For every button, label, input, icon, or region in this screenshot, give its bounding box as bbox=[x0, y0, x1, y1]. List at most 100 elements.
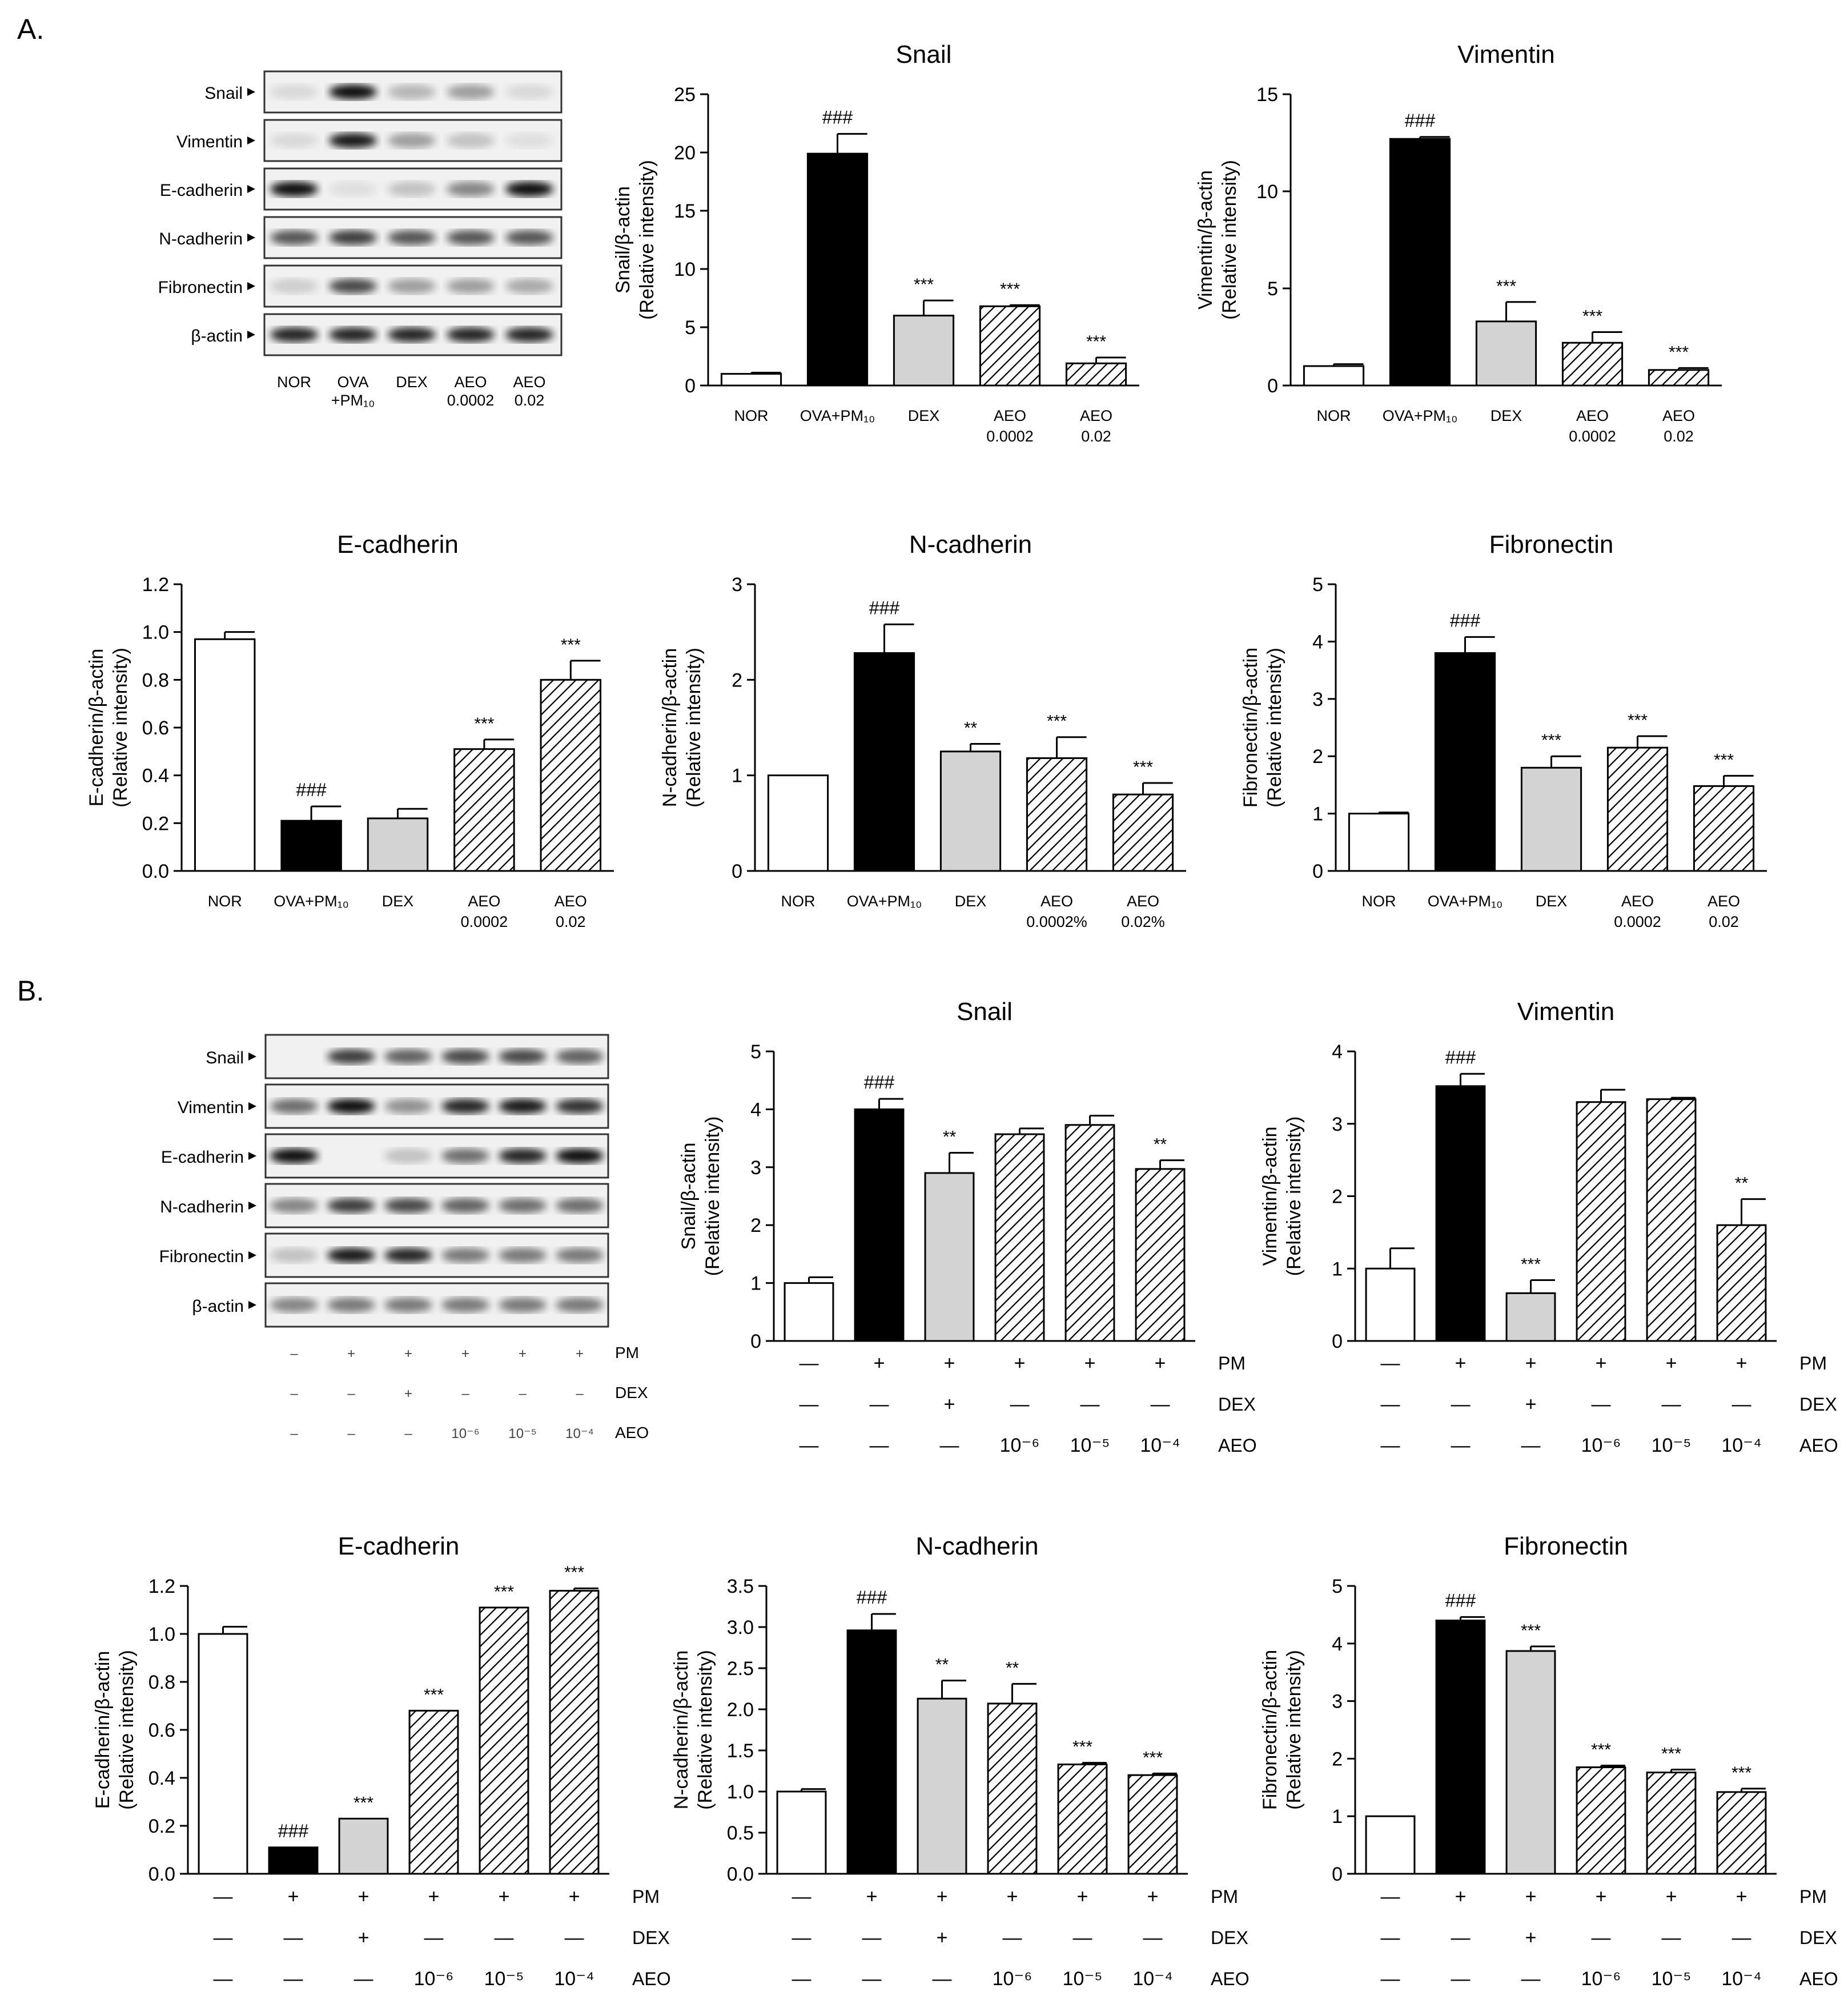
significance-label: *** bbox=[1072, 1738, 1092, 1757]
significance-label: ### bbox=[296, 780, 327, 800]
treatment-row-label: AEO bbox=[1799, 1969, 1838, 1989]
bar bbox=[1648, 369, 1710, 387]
significance-label: *** bbox=[561, 636, 581, 654]
treatment-mark: — bbox=[1732, 1927, 1751, 1949]
treatment-mark: 10⁻⁵ bbox=[484, 1968, 524, 1990]
bar bbox=[1135, 1168, 1186, 1342]
blot-band bbox=[447, 85, 495, 99]
bar bbox=[367, 817, 429, 872]
blot-band bbox=[505, 85, 553, 99]
treatment-mark: — bbox=[1080, 1393, 1100, 1415]
bar bbox=[917, 1697, 967, 1875]
treatment-mark: + bbox=[428, 1886, 440, 1907]
bar bbox=[540, 678, 602, 872]
y-axis-label-line: (Relative intensity) bbox=[116, 1650, 138, 1810]
blot-band bbox=[270, 1099, 318, 1114]
bar bbox=[194, 638, 256, 872]
y-axis-label-line: Fibronectin/β-actin bbox=[1240, 648, 1262, 808]
blot-band bbox=[329, 182, 377, 196]
blot-band bbox=[329, 279, 377, 294]
y-tick-label: 0.2 bbox=[148, 1816, 175, 1837]
treatment-mark: — bbox=[800, 1393, 819, 1415]
bar bbox=[924, 1172, 975, 1342]
x-tick-label: OVA+PM₁₀ bbox=[800, 407, 875, 424]
blot-row: Fibronectin bbox=[159, 1232, 609, 1278]
triangle-marker-icon bbox=[247, 88, 255, 96]
blot-lane-label: NOR bbox=[277, 374, 311, 391]
bar bbox=[1112, 793, 1174, 872]
treatment-row-label: AEO bbox=[1799, 1435, 1838, 1456]
chart-A-snail: Snail 0 5 10 15 20 25 Snail/β-actin (Relative in… bbox=[612, 41, 1139, 445]
y-tick-label: 1 bbox=[732, 765, 742, 787]
blot-treatment-mark: – bbox=[461, 1386, 469, 1401]
blot-strip bbox=[264, 1083, 609, 1129]
x-tick-label: DEX bbox=[908, 407, 940, 424]
bar bbox=[1505, 1650, 1556, 1875]
blot-band bbox=[384, 1298, 432, 1312]
treatment-mark: — bbox=[1592, 1393, 1611, 1415]
y-tick-label: 0 bbox=[750, 1331, 761, 1352]
treatment-mark: 10⁻⁵ bbox=[1652, 1968, 1692, 1990]
blot-band bbox=[499, 1248, 547, 1263]
treatment-mark: — bbox=[1381, 1968, 1400, 1990]
y-tick-label: 0 bbox=[1312, 861, 1323, 882]
treatment-row-label: AEO bbox=[1218, 1435, 1257, 1456]
treatment-mark: + bbox=[1455, 1352, 1467, 1374]
y-tick-label: 0.4 bbox=[148, 1768, 175, 1789]
blot-row: β-actin bbox=[192, 1282, 609, 1328]
treatment-mark: — bbox=[1662, 1393, 1681, 1415]
significance-label: *** bbox=[914, 275, 934, 294]
treatment-mark: 10⁻⁵ bbox=[1070, 1435, 1110, 1456]
y-axis-label: Vimentin/β-actin (Relative intensity) bbox=[1195, 160, 1240, 320]
blot-treatment-mark: 10⁻⁴ bbox=[565, 1426, 594, 1441]
blot-band bbox=[327, 1298, 375, 1312]
blot-band bbox=[505, 133, 553, 148]
bar bbox=[776, 1790, 827, 1875]
treatment-mark: 10⁻⁴ bbox=[1140, 1435, 1180, 1456]
blot-band bbox=[270, 1148, 318, 1163]
blot-band bbox=[327, 1099, 375, 1114]
treatment-row-label: PM bbox=[1218, 1353, 1246, 1374]
treatment-mark: 10⁻⁶ bbox=[414, 1968, 454, 1990]
chart-A-ecadherin: E-cadherin 0.0 0.2 0.4 0.6 0.8 1.0 1.2 E-cadheri… bbox=[86, 531, 614, 930]
y-tick-label: 4 bbox=[1332, 1633, 1343, 1655]
chart-title: E-cadherin bbox=[338, 1532, 460, 1560]
chart-A-vimentin: Vimentin 0 5 10 15 Vimentin/β-actin (Relative … bbox=[1195, 41, 1722, 445]
treatment-mark: — bbox=[214, 1968, 233, 1990]
bar bbox=[846, 1629, 897, 1875]
bar bbox=[1026, 757, 1088, 872]
triangle-marker-icon bbox=[248, 1053, 256, 1061]
treatment-mark: — bbox=[565, 1927, 584, 1949]
x-tick-label: 0.0002 bbox=[986, 428, 1034, 445]
y-tick-label: 2 bbox=[1312, 746, 1323, 768]
y-tick-label: 0.4 bbox=[142, 765, 169, 787]
bar bbox=[720, 373, 782, 387]
treatment-mark: + bbox=[1084, 1352, 1096, 1374]
chart-B-ncadherin: N-cadherin 0.0 0.5 1.0 1.5 2.0 2.5 3.0 3.5 N-cadh… bbox=[670, 1532, 1250, 1990]
bar bbox=[767, 774, 829, 872]
y-tick-label: 3.0 bbox=[727, 1617, 754, 1638]
treatment-mark: + bbox=[1596, 1352, 1607, 1374]
treatment-mark: + bbox=[358, 1927, 369, 1949]
blot-band bbox=[384, 1049, 432, 1064]
blot-strip bbox=[264, 1282, 609, 1328]
y-tick-label: 0 bbox=[1267, 375, 1278, 397]
bar bbox=[1435, 1085, 1486, 1342]
bar bbox=[1561, 342, 1624, 387]
blot-band bbox=[441, 1099, 489, 1114]
treatment-mark: — bbox=[1003, 1927, 1022, 1949]
blot-band bbox=[329, 85, 377, 99]
y-tick-label: 2.5 bbox=[727, 1658, 754, 1680]
y-tick-label: 5 bbox=[750, 1041, 761, 1063]
x-tick-label: AEO bbox=[1621, 893, 1654, 910]
x-tick-label: OVA+PM₁₀ bbox=[847, 893, 922, 910]
blot-band bbox=[556, 1099, 604, 1114]
blot-treatment-label: DEX bbox=[615, 1384, 648, 1401]
y-tick-label: 25 bbox=[674, 84, 696, 106]
bar bbox=[1064, 1124, 1115, 1342]
significance-label: ** bbox=[964, 718, 978, 737]
x-tick-label: 0.02 bbox=[1709, 913, 1739, 930]
treatment-mark: — bbox=[792, 1968, 811, 1990]
treatment-mark: — bbox=[933, 1968, 952, 1990]
